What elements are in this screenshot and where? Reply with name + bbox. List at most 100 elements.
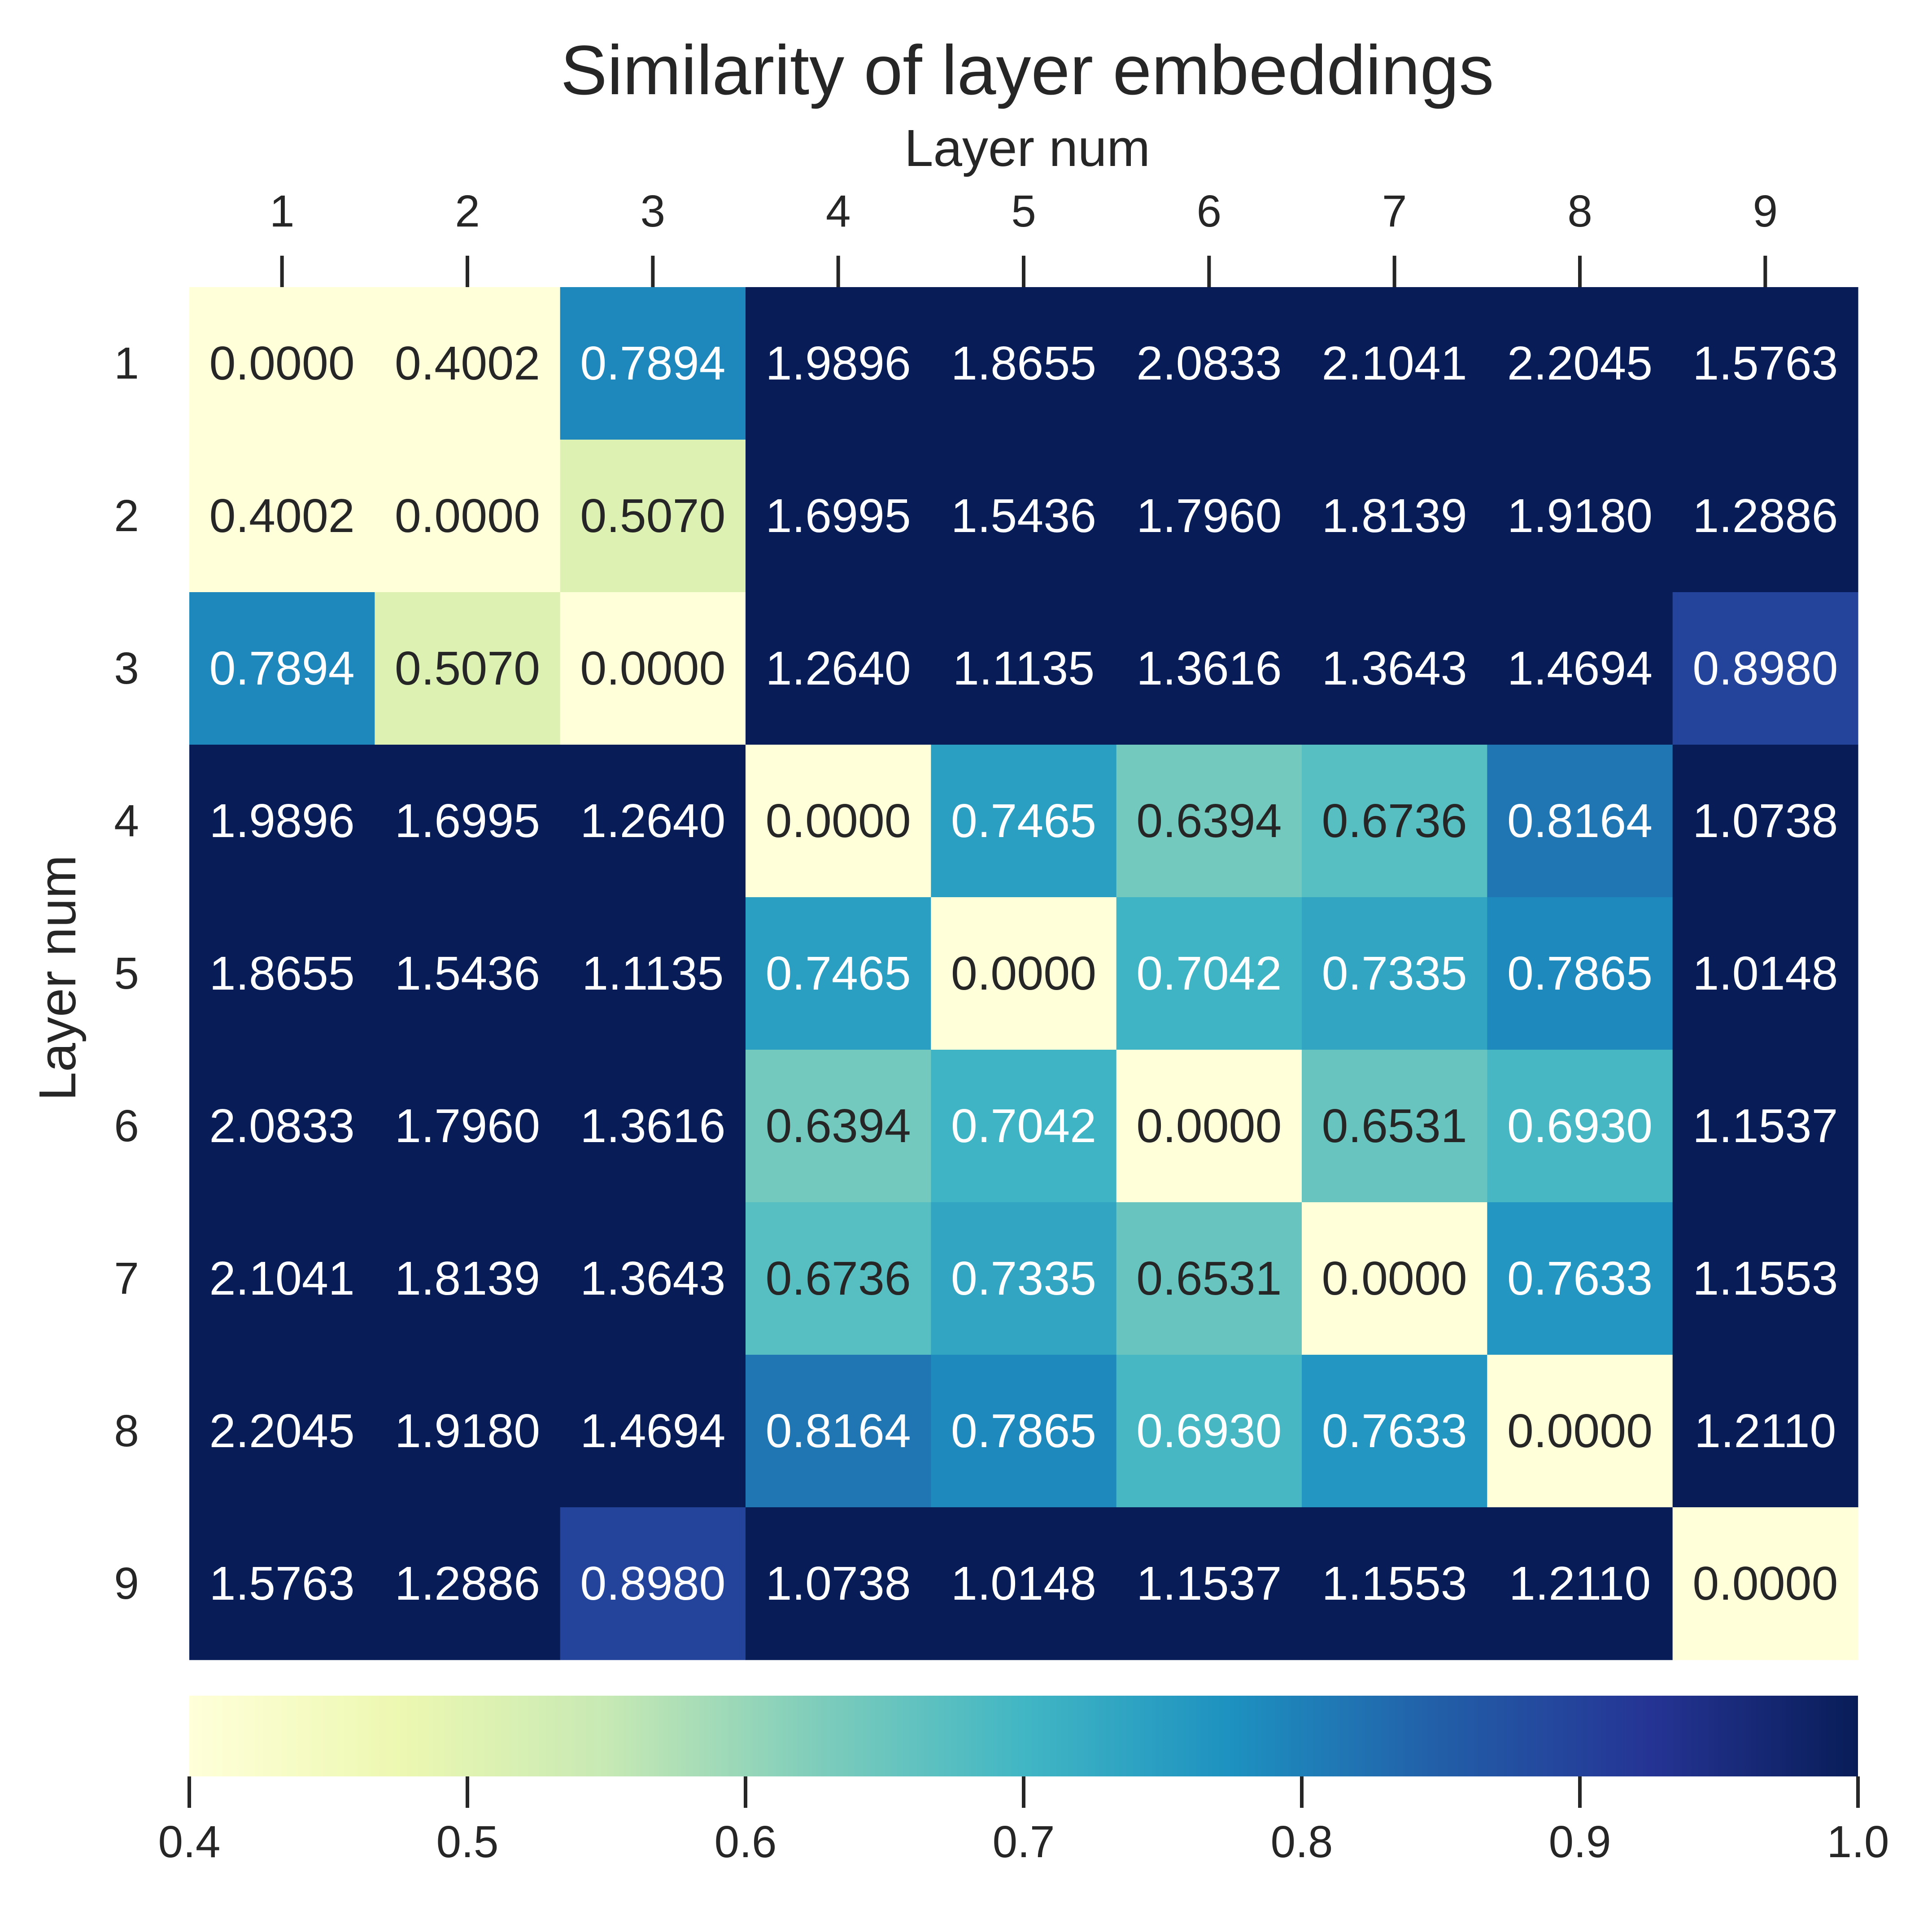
cell-value-label: 0.7335: [1322, 947, 1467, 1000]
cell-value-label: 1.9896: [766, 337, 911, 390]
cell-value-label: 2.1041: [1322, 337, 1467, 390]
cell-value-label: 1.3616: [1136, 642, 1282, 695]
heatmap-cell: [1672, 287, 1858, 440]
heatmap-cell: [1302, 745, 1487, 898]
cell-value-label: 2.2045: [209, 1405, 355, 1457]
cell-value-label: 1.5763: [209, 1557, 355, 1610]
heatmap-cell: [931, 1050, 1117, 1203]
heatmap-cell: [746, 592, 931, 745]
heatmap-cell: [560, 1507, 746, 1660]
heatmap-cell: [1672, 1507, 1858, 1660]
chart-title: Similarity of layer embeddings: [561, 31, 1494, 109]
heatmap-cell: [746, 440, 931, 593]
colorbar-tick-label: 0.5: [436, 1817, 498, 1867]
heatmap-cell: [375, 287, 561, 440]
cell-value-label: 0.0000: [951, 947, 1096, 1000]
x-tick-label: 5: [1011, 186, 1036, 236]
heatmap-cell: [1116, 440, 1302, 593]
cell-value-label: 1.0148: [951, 1557, 1096, 1610]
cell-value-label: 0.6531: [1322, 1099, 1467, 1152]
cell-value-label: 1.0738: [1692, 794, 1838, 847]
cell-value-label: 1.2640: [766, 642, 911, 695]
cell-value-label: 1.3643: [580, 1252, 725, 1305]
cell-value-label: 0.7865: [1507, 947, 1653, 1000]
x-tick-label: 8: [1567, 186, 1592, 236]
x-tick-label: 7: [1382, 186, 1407, 236]
colorbar-tick-label: 1.0: [1827, 1817, 1889, 1867]
heatmap-cell: [931, 1507, 1117, 1660]
heatmap-cell: [746, 1355, 931, 1508]
cell-value-label: 0.0000: [395, 489, 540, 542]
y-tick-label: 3: [114, 643, 139, 694]
y-tick-label: 9: [114, 1558, 139, 1609]
heatmap-cell: [1487, 1355, 1673, 1508]
heatmap-cell: [1672, 897, 1858, 1050]
cell-value-label: 1.5436: [951, 489, 1096, 542]
heatmap-cell: [1116, 1507, 1302, 1660]
x-tick-label: 4: [826, 186, 851, 236]
heatmap-cell: [189, 440, 375, 593]
cell-value-label: 0.6736: [1322, 794, 1467, 847]
cell-value-label: 1.1553: [1692, 1252, 1838, 1305]
cell-value-label: 1.9896: [209, 794, 355, 847]
heatmap-cells: 0.0000 0.4002 0.7894 1.9896 1.8655 2.0833 2.10…: [189, 287, 1858, 1660]
cell-value-label: 1.9180: [1507, 489, 1653, 542]
cell-value-label: 1.1135: [953, 642, 1095, 695]
cell-value-label: 1.2886: [1692, 489, 1838, 542]
heatmap-cell: [560, 440, 746, 593]
x-tick-label: 6: [1197, 186, 1222, 236]
heatmap-cell: [560, 897, 746, 1050]
cell-value-label: 0.6394: [1136, 794, 1282, 847]
cell-value-label: 0.7465: [766, 947, 911, 1000]
heatmap-cell: [1116, 287, 1302, 440]
heatmap-cell: [560, 1050, 746, 1203]
y-tick-label: 4: [114, 796, 139, 846]
heatmap-cell: [1487, 1050, 1673, 1203]
heatmap-cell: [1487, 897, 1673, 1050]
heatmap-cell: [746, 1507, 931, 1660]
cell-value-label: 1.4694: [1507, 642, 1653, 695]
cell-value-label: 0.0000: [766, 794, 911, 847]
cell-value-label: 0.0000: [1322, 1252, 1467, 1305]
x-tick-label: 2: [455, 186, 480, 236]
heatmap-cell: [1672, 592, 1858, 745]
cell-value-label: 1.1537: [1136, 1557, 1282, 1610]
heatmap-cell: [746, 1202, 931, 1355]
cell-value-label: 1.3643: [1322, 642, 1467, 695]
cell-value-label: 0.4002: [209, 489, 355, 542]
cell-value-label: 0.8164: [1507, 794, 1653, 847]
heatmap-cell: [189, 592, 375, 745]
heatmap-cell: [1302, 592, 1487, 745]
heatmap-cell: [560, 1202, 746, 1355]
cell-value-label: 1.0148: [1692, 947, 1838, 1000]
heatmap-cell: [1487, 1507, 1673, 1660]
cell-value-label: 0.8980: [1692, 642, 1838, 695]
x-axis-ticks: 1 2 3 4 5 6 7 8 9: [270, 186, 1778, 287]
heatmap-cell: [931, 1355, 1117, 1508]
heatmap-cell: [560, 592, 746, 745]
heatmap-cell: [931, 592, 1117, 745]
heatmap-cell: [1487, 440, 1673, 593]
cell-value-label: 1.1537: [1692, 1099, 1838, 1152]
heatmap-cell: [189, 897, 375, 1050]
cell-value-label: 0.0000: [1136, 1099, 1282, 1152]
heatmap-cell: [560, 287, 746, 440]
cell-value-label: 1.8655: [951, 337, 1096, 390]
heatmap-cell: [560, 1355, 746, 1508]
cell-value-label: 2.1041: [209, 1252, 355, 1305]
cell-value-label: 1.6995: [766, 489, 911, 542]
cell-value-label: 1.2886: [395, 1557, 540, 1610]
cell-value-label: 0.8980: [580, 1557, 725, 1610]
heatmap-cell: [1116, 1050, 1302, 1203]
cell-value-label: 0.7042: [951, 1099, 1096, 1152]
heatmap-cell: [931, 287, 1117, 440]
heatmap-cell: [375, 592, 561, 745]
heatmap-cell: [746, 897, 931, 1050]
cell-value-label: 1.0738: [766, 1557, 911, 1610]
cell-value-label: 1.7960: [1136, 489, 1282, 542]
colorbar-tick-label: 0.9: [1548, 1817, 1611, 1867]
heatmap-cell: [1116, 897, 1302, 1050]
colorbar-ticks: 0.4 0.5 0.6 0.7 0.8 0.9 1.0: [158, 1776, 1889, 1867]
heatmap-cell: [1487, 592, 1673, 745]
x-axis-label: Layer num: [904, 119, 1150, 177]
